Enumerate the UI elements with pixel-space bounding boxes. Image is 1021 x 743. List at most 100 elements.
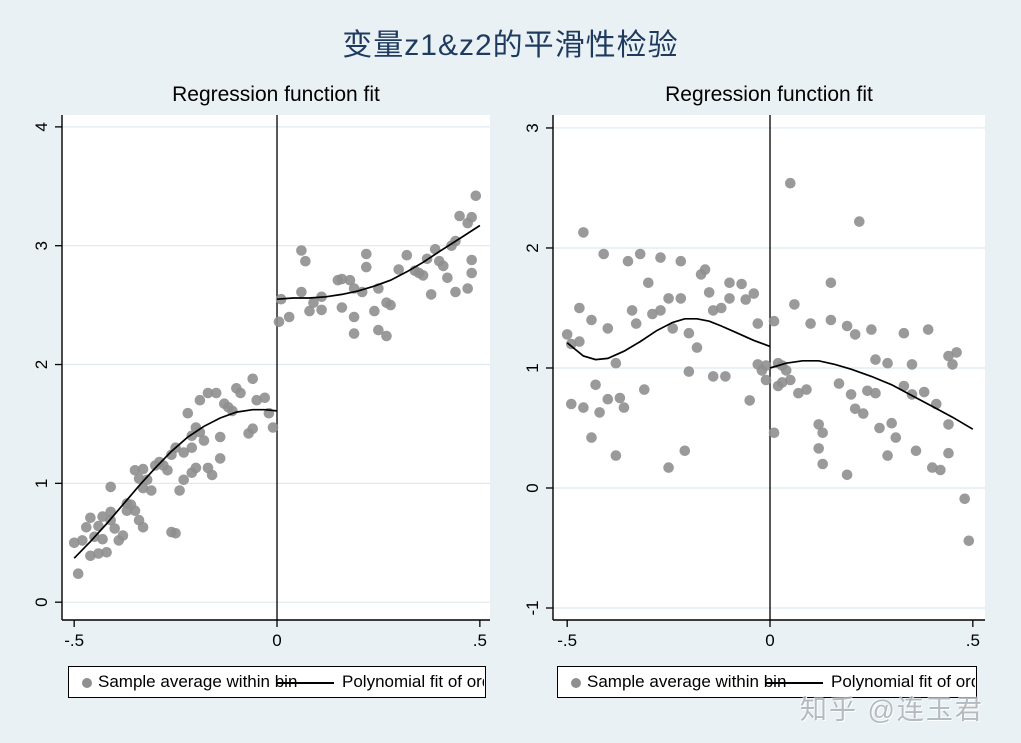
scatter-point [935, 464, 946, 476]
scatter-point [348, 311, 360, 323]
scatter-point [438, 260, 449, 272]
scatter-point [862, 385, 873, 397]
scatter-point [785, 374, 796, 386]
scatter-point [361, 261, 372, 273]
scatter-point [247, 373, 258, 385]
scatter-point [943, 447, 954, 459]
scatter-point [574, 302, 585, 314]
scatter-point [566, 338, 577, 350]
scatter-point [129, 465, 141, 476]
y-tick-label: 0 [32, 597, 51, 606]
scatter-point [109, 523, 120, 534]
legend-line-label: Polynomial fit of order 4 [831, 672, 975, 691]
scatter-point [724, 277, 735, 289]
scatter-point [918, 386, 930, 398]
scatter-point [586, 314, 597, 326]
scatter-point [194, 394, 206, 406]
scatter-point [316, 304, 327, 316]
y-tick-label: -1 [523, 600, 542, 615]
scatter-point [959, 493, 970, 505]
scatter-point [699, 264, 711, 275]
scatter-point [882, 450, 893, 461]
y-tick-label: 3 [523, 123, 542, 132]
x-tick-label: .5 [966, 631, 980, 650]
scatter-point [462, 283, 474, 294]
scatter-point [736, 278, 747, 290]
scatter-point [768, 427, 780, 439]
scatter-point [744, 395, 755, 406]
scatter-point [235, 387, 246, 399]
scatter-point [129, 505, 141, 516]
scatter-point [586, 432, 597, 443]
scatter-point [760, 360, 772, 371]
scatter-point [141, 474, 153, 486]
scatter-point [393, 264, 405, 275]
scatter-point [194, 427, 206, 438]
scatter-point [85, 550, 96, 562]
scatter-point [442, 272, 453, 284]
scatter-point [308, 297, 319, 309]
scatter-point [874, 422, 885, 434]
left-plot: 0 1 2 3 4 -.5 0 .5 [32, 115, 490, 650]
scatter-point [137, 522, 149, 533]
scatter-point [675, 255, 687, 267]
fit-line-marker-icon [765, 682, 823, 684]
scatter-point [760, 374, 772, 386]
scatter-point [450, 286, 461, 298]
scatter-point [336, 302, 348, 313]
scatter-point [105, 506, 116, 518]
scatter-point [561, 329, 573, 340]
scatter-point [273, 316, 285, 328]
scatter-point [785, 177, 796, 189]
scatter-point [610, 357, 622, 369]
scatter-point [947, 359, 958, 370]
scatter-point [210, 387, 222, 399]
scatter-point [598, 248, 609, 260]
scatter-point [841, 320, 853, 332]
scatter-point [146, 485, 157, 496]
scatter-point [170, 528, 181, 539]
scatter-point [259, 392, 271, 404]
right-plot-title: Regression function fit [665, 83, 873, 106]
y-tick-label: 3 [32, 241, 51, 250]
scatter-point [691, 342, 703, 353]
scatter-point [227, 405, 238, 417]
scatter-point [703, 287, 715, 298]
scatter-point [943, 419, 954, 430]
scatter-points [561, 177, 975, 547]
scatter-point [162, 465, 173, 476]
scatter-point [401, 249, 413, 261]
scatter-point [870, 354, 881, 365]
scatter-point [639, 384, 650, 395]
x-tick-label: 0 [272, 631, 281, 650]
scatter-point [805, 318, 816, 329]
scatter-point [190, 462, 202, 474]
scatter-point [178, 474, 189, 486]
scatter-point [780, 365, 792, 376]
scatter-point [683, 327, 695, 339]
fit-line [769, 359, 974, 430]
scatter-point [647, 308, 658, 320]
scatter-point [655, 252, 666, 263]
scatter-point [72, 568, 84, 579]
scatter-point [626, 305, 638, 316]
scatter-marker-icon [82, 678, 92, 688]
fit-line [276, 224, 481, 301]
scatter-point [574, 336, 585, 347]
fit-line [73, 408, 278, 559]
scatter-point [202, 387, 214, 399]
right-plot-legend: Sample average within bin Polynomial fit… [557, 666, 977, 698]
scatter-point [634, 248, 646, 260]
y-tick-label: 1 [32, 479, 51, 488]
x-tick-label: -.5 [557, 631, 577, 650]
scatter-point [578, 227, 589, 238]
scatter-point [858, 408, 869, 419]
scatter-point [724, 293, 735, 304]
scatter-point [630, 318, 642, 329]
scatter-marker-icon [571, 678, 581, 688]
scatter-point [825, 277, 837, 289]
scatter-point [590, 379, 601, 391]
scatter-point [663, 293, 674, 304]
scatter-point [716, 302, 727, 314]
